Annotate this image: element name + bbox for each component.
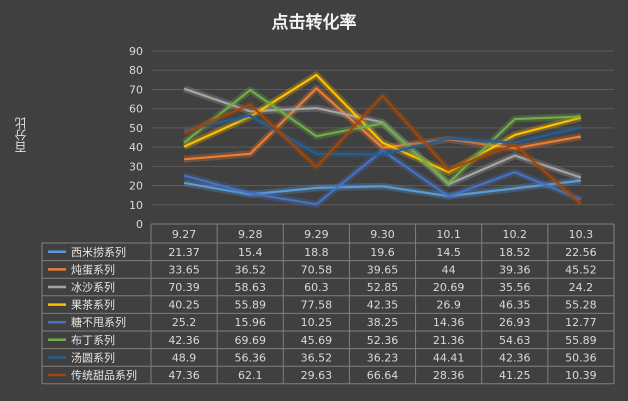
x-tick-label: 9.30 bbox=[370, 228, 395, 241]
data-label: 39.36 bbox=[499, 263, 531, 276]
data-label: 36.52 bbox=[301, 351, 333, 364]
data-label: 48.9 bbox=[172, 351, 197, 364]
data-label: 38.25 bbox=[367, 316, 399, 329]
data-label: 55.28 bbox=[565, 299, 597, 312]
data-label: 19.6 bbox=[370, 246, 395, 259]
legend-label: 冰沙系列 bbox=[71, 280, 115, 294]
data-label: 12.77 bbox=[565, 316, 597, 329]
data-label: 21.37 bbox=[168, 246, 200, 259]
data-label: 42.36 bbox=[168, 334, 200, 347]
legend-label: 汤圆系列 bbox=[71, 350, 115, 364]
data-label: 28.36 bbox=[433, 369, 465, 382]
y-tick-label: 20 bbox=[129, 180, 143, 193]
data-label: 10.39 bbox=[565, 369, 597, 382]
data-label: 18.8 bbox=[304, 246, 329, 259]
data-label: 45.52 bbox=[565, 263, 597, 276]
data-label: 42.36 bbox=[499, 351, 531, 364]
series-line bbox=[183, 114, 582, 156]
legend-label: 果茶系列 bbox=[71, 298, 115, 312]
series-line bbox=[183, 88, 581, 184]
x-tick-label: 10.3 bbox=[569, 228, 594, 241]
y-tick-label: 80 bbox=[129, 64, 143, 77]
data-label: 55.89 bbox=[565, 334, 597, 347]
y-tick-label: 30 bbox=[129, 160, 143, 173]
data-label: 10.25 bbox=[301, 316, 333, 329]
data-label: 36.52 bbox=[234, 263, 266, 276]
data-label: 52.85 bbox=[367, 281, 399, 294]
x-tick-label: 9.28 bbox=[238, 228, 263, 241]
data-label: 39.65 bbox=[367, 263, 399, 276]
data-label: 40.25 bbox=[168, 299, 200, 312]
x-tick-label: 10.1 bbox=[436, 228, 461, 241]
series-line bbox=[184, 87, 582, 161]
data-label: 50.36 bbox=[565, 351, 597, 364]
data-label: 44.41 bbox=[433, 351, 465, 364]
data-label: 55.89 bbox=[234, 299, 266, 312]
data-label: 15.96 bbox=[234, 316, 266, 329]
data-label: 66.64 bbox=[367, 369, 399, 382]
y-tick-label: 40 bbox=[129, 141, 143, 154]
data-label: 56.36 bbox=[234, 351, 266, 364]
x-tick-label: 9.27 bbox=[172, 228, 197, 241]
y-tick-label: 50 bbox=[129, 122, 143, 135]
legend-label: 布丁系列 bbox=[71, 333, 115, 347]
data-label: 36.23 bbox=[367, 351, 399, 364]
data-label: 70.58 bbox=[301, 263, 333, 276]
chart-title: 点击转化率 bbox=[271, 13, 357, 33]
data-label: 20.69 bbox=[433, 281, 465, 294]
data-label: 77.58 bbox=[301, 299, 333, 312]
data-label: 45.69 bbox=[301, 334, 333, 347]
data-label: 29.63 bbox=[301, 369, 333, 382]
data-label: 24.2 bbox=[569, 281, 594, 294]
y-tick-label: 90 bbox=[129, 45, 143, 58]
data-label: 69.69 bbox=[234, 334, 266, 347]
legend-label: 炖蛋系列 bbox=[71, 262, 115, 276]
y-tick-label: 0 bbox=[136, 218, 143, 231]
data-label: 70.39 bbox=[168, 281, 200, 294]
data-label: 14.5 bbox=[436, 246, 461, 259]
data-label: 47.36 bbox=[168, 369, 200, 382]
data-label: 35.56 bbox=[499, 281, 531, 294]
data-label: 58.63 bbox=[234, 281, 266, 294]
y-tick-label: 70 bbox=[129, 83, 143, 96]
y-tick-label: 60 bbox=[129, 103, 143, 116]
data-label: 46.35 bbox=[499, 299, 531, 312]
data-label: 15.4 bbox=[238, 246, 263, 259]
x-tick-label: 10.2 bbox=[503, 228, 528, 241]
data-label: 62.1 bbox=[238, 369, 263, 382]
series-line bbox=[183, 94, 582, 205]
data-label: 52.36 bbox=[367, 334, 399, 347]
data-label: 44 bbox=[442, 263, 456, 276]
series-line bbox=[183, 149, 582, 206]
data-label: 54.63 bbox=[499, 334, 531, 347]
data-label: 18.52 bbox=[499, 246, 531, 259]
y-tick-label: 10 bbox=[129, 199, 143, 212]
legend-label: 糖不甩系列 bbox=[71, 315, 126, 329]
data-label: 26.9 bbox=[436, 299, 461, 312]
data-label: 14.36 bbox=[433, 316, 465, 329]
data-label: 60.3 bbox=[304, 281, 329, 294]
data-label: 41.25 bbox=[499, 369, 531, 382]
data-label: 33.65 bbox=[168, 263, 200, 276]
x-tick-label: 9.29 bbox=[304, 228, 329, 241]
data-label: 21.36 bbox=[433, 334, 465, 347]
data-label: 26.93 bbox=[499, 316, 531, 329]
legend-label: 西米捞系列 bbox=[71, 245, 126, 259]
data-label: 22.56 bbox=[565, 246, 597, 259]
data-label: 42.35 bbox=[367, 299, 399, 312]
legend-label: 传统甜品系列 bbox=[71, 368, 137, 382]
data-label: 25.2 bbox=[172, 316, 197, 329]
